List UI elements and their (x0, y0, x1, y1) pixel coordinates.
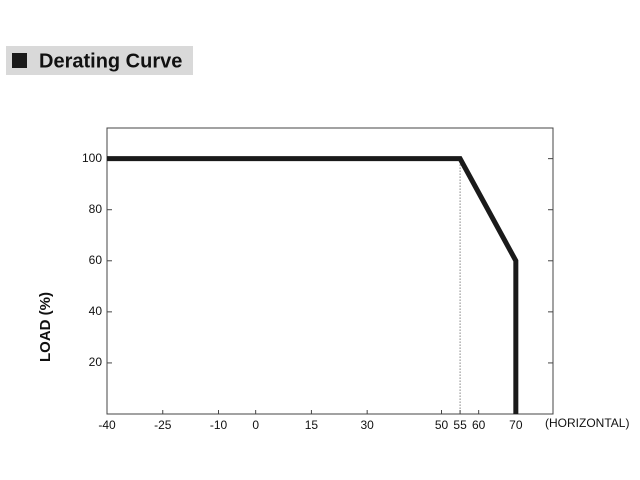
title-background (6, 46, 193, 75)
x-tick-label: 0 (252, 418, 259, 432)
x-tick-label: 30 (360, 418, 374, 432)
x-tick-label: 55 (453, 418, 467, 432)
x-tick-label: 50 (435, 418, 449, 432)
x-tick-label: 15 (305, 418, 319, 432)
y-tick-label: 100 (82, 151, 102, 165)
y-tick-label: 80 (89, 202, 103, 216)
y-tick-label: 60 (89, 253, 103, 267)
y-axis-label: LOAD (%) (37, 292, 54, 362)
x-tick-label: -10 (210, 418, 228, 432)
x-tick-label: -25 (154, 418, 172, 432)
chart-title: Derating Curve (39, 50, 182, 72)
x-tick-label: 70 (509, 418, 523, 432)
plot-frame (106, 127, 554, 415)
derating-line (107, 156, 519, 414)
title-icon (12, 53, 27, 68)
y-tick-label: 20 (89, 355, 103, 369)
x-axis-label: (HORIZONTAL) (545, 416, 629, 430)
x-tick-label: -40 (98, 418, 116, 432)
y-tick-label: 40 (89, 304, 103, 318)
x-tick-label: 60 (472, 418, 486, 432)
